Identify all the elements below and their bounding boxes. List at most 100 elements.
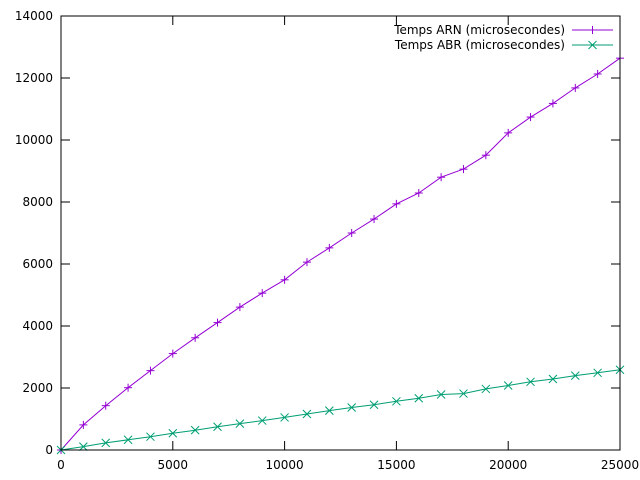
point-marker-d2 <box>190 425 200 435</box>
data-point <box>593 368 602 378</box>
point-marker-d2 <box>123 435 133 445</box>
y-tick-label: 12000 <box>15 71 53 85</box>
data-point <box>235 303 244 312</box>
data-point <box>414 189 423 198</box>
data-point <box>481 151 490 160</box>
data-point <box>79 442 88 451</box>
data-point <box>235 419 245 429</box>
point-marker-d2 <box>101 438 111 448</box>
data-point <box>414 393 424 403</box>
legend-marker-d2 <box>588 40 597 50</box>
x-tick-label: 5000 <box>158 458 189 472</box>
data-point <box>392 396 401 406</box>
data-point <box>124 383 133 392</box>
data-point <box>302 258 311 267</box>
data-point <box>526 377 535 387</box>
point-marker-d2 <box>436 390 446 399</box>
point-marker-d2 <box>257 416 267 425</box>
series-line <box>60 57 621 451</box>
data-point <box>347 403 357 412</box>
data-point <box>459 165 468 174</box>
data-point <box>101 438 111 448</box>
data-point <box>213 422 222 432</box>
y-tick-label: 6000 <box>22 257 53 271</box>
data-point <box>503 381 513 390</box>
point-marker-d2 <box>593 368 602 378</box>
series-0 <box>57 54 624 454</box>
point-marker-d2 <box>79 442 88 451</box>
x-tick-label: 15000 <box>377 458 415 472</box>
point-marker-d2 <box>570 371 580 380</box>
data-point <box>481 384 491 394</box>
data-point <box>257 416 267 425</box>
point-marker-d2 <box>146 432 155 442</box>
data-point <box>504 128 513 137</box>
x-tick-label: 10000 <box>266 458 304 472</box>
y-tick-label: 8000 <box>22 195 53 209</box>
data-point <box>325 243 334 252</box>
data-point <box>146 432 155 442</box>
data-point <box>280 413 289 422</box>
data-point <box>168 428 178 438</box>
point-marker-d2 <box>235 419 245 429</box>
y-tick-label: 0 <box>45 443 53 457</box>
point-marker-d2 <box>280 413 289 422</box>
data-point <box>548 99 557 108</box>
legend-entry-1: Temps ABR (microsecondes) <box>394 38 613 52</box>
x-tick-label: 20000 <box>489 458 527 472</box>
legend: Temps ARN (microsecondes)Temps ABR (micr… <box>393 23 613 52</box>
series-line <box>60 369 621 451</box>
data-point <box>570 371 580 380</box>
data-point <box>79 420 88 429</box>
data-point <box>548 374 558 384</box>
data-point <box>593 69 602 78</box>
point-marker-d2 <box>347 403 357 412</box>
legend-entry-0: Temps ARN (microsecondes) <box>393 23 613 37</box>
point-marker-d2 <box>392 396 401 406</box>
data-point <box>437 173 446 182</box>
data-point <box>213 318 222 327</box>
point-marker-d2 <box>213 422 222 432</box>
y-tick-label: 10000 <box>15 133 53 147</box>
data-point <box>526 113 535 122</box>
series-1 <box>56 365 625 455</box>
y-tick-label: 2000 <box>22 381 53 395</box>
data-point <box>571 83 580 92</box>
data-point <box>280 275 289 284</box>
data-point <box>347 229 356 237</box>
point-marker-d2 <box>168 428 178 438</box>
point-marker-d2 <box>414 393 424 403</box>
x-tick-label: 0 <box>57 458 65 472</box>
legend-label: Temps ABR (microsecondes) <box>394 38 565 52</box>
y-tick-label: 14000 <box>15 9 53 23</box>
point-marker-d2 <box>526 377 535 387</box>
y-tick-label: 4000 <box>22 319 53 333</box>
point-marker-d2 <box>459 389 468 398</box>
x-tick-label: 25000 <box>601 458 639 472</box>
point-marker-d2 <box>481 384 491 394</box>
data-point <box>146 366 155 375</box>
point-marker-d2 <box>302 409 312 419</box>
data-point <box>302 409 312 419</box>
legend-label: Temps ARN (microsecondes) <box>393 23 565 37</box>
axes: 0 5000 10000 15000 20000 25000 0 2000 4000 6000 80… <box>15 9 639 472</box>
point-marker-d2 <box>503 381 513 390</box>
plot-frame <box>60 15 621 451</box>
data-point <box>101 401 110 410</box>
data-point <box>191 333 200 342</box>
data-point <box>258 289 267 298</box>
point-marker-d2 <box>369 400 379 410</box>
data-point <box>123 435 133 445</box>
data-point <box>168 349 177 358</box>
data-point <box>459 389 468 398</box>
data-point <box>392 199 401 208</box>
point-marker-d2 <box>548 374 558 384</box>
series-layer <box>56 54 625 455</box>
data-point <box>369 400 379 410</box>
data-point <box>370 215 379 224</box>
data-point <box>436 390 446 399</box>
data-point <box>190 425 200 435</box>
point-marker-d2 <box>324 406 334 415</box>
data-point <box>324 406 334 415</box>
